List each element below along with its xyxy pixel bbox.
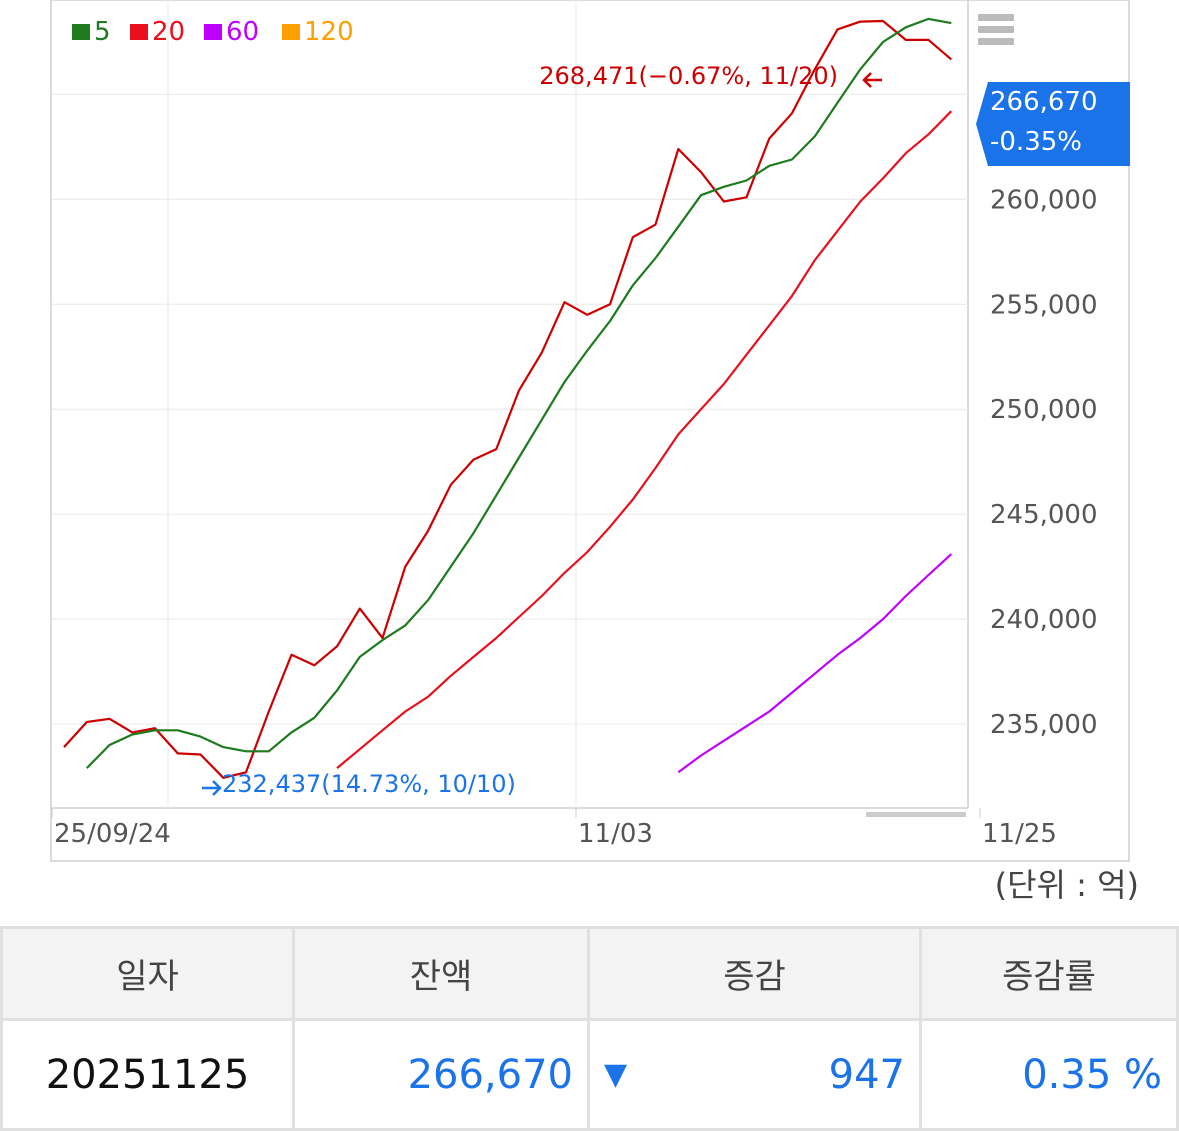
table-row: 20251125 266,670 ▼ 947 0.35 % [0,1018,1179,1131]
header-change: 증감 [587,926,922,1021]
current-price-change: -0.35% [990,127,1082,157]
series-line-60 [677,553,953,774]
y-tick-label: 235,000 [990,710,1098,740]
chart: 5 20 60 120 268,471(−0.67%, 11/20) 232,437(1… [50,0,1130,862]
header-date: 일자 [0,926,295,1021]
legend-label: 5 [94,17,111,47]
legend-label: 120 [304,17,354,47]
cell-change: ▼ 947 [587,1018,922,1131]
legend-swatch [204,24,222,40]
current-price-tag: 266,670 -0.35% [976,82,1130,166]
header-balance: 잔액 [292,926,590,1021]
x-tick-label: 11/25 [982,819,1057,849]
cell-date: 20251125 [0,1018,295,1131]
low-annotation: 232,437(14.73%, 10/10) [222,770,516,798]
y-tick-label: 240,000 [990,605,1098,635]
data-table: 일자 잔액 증감 증감률 20251125 266,670 ▼ 947 0.35… [0,926,1179,1131]
x-tick-label: 25/09/24 [54,819,171,849]
legend-swatch [282,24,300,40]
series-line-price [63,19,953,779]
chart-frame [50,0,1130,862]
header-rate: 증감률 [919,926,1179,1021]
current-price-value: 266,670 [990,87,1098,117]
legend-swatch [72,24,90,40]
y-tick-label: 260,000 [990,185,1098,215]
unit-label: (단위 : 억) [994,866,1139,904]
cell-balance: 266,670 [292,1018,590,1131]
y-tick-label: 255,000 [990,290,1098,320]
low-arrow-icon [202,780,222,796]
legend-label: 20 [152,17,185,47]
series-line-20 [336,110,953,769]
arrow-down-icon: ▼ [604,1057,628,1092]
legend-swatch [130,24,148,40]
cell-rate: 0.35 % [919,1018,1179,1131]
high-annotation: 268,471(−0.67%, 11/20) [539,62,838,90]
legend-label: 60 [226,17,259,47]
y-tick-label: 245,000 [990,500,1098,530]
high-arrow-icon [862,72,882,88]
scrollbar-handle [866,812,966,817]
menu-icon[interactable] [978,14,1014,48]
x-tick-label: 11/03 [578,819,653,849]
table-header-row: 일자 잔액 증감 증감률 [0,926,1179,1021]
change-value: 947 [828,1051,905,1098]
series-line-5 [86,17,952,769]
y-tick-label: 250,000 [990,395,1098,425]
